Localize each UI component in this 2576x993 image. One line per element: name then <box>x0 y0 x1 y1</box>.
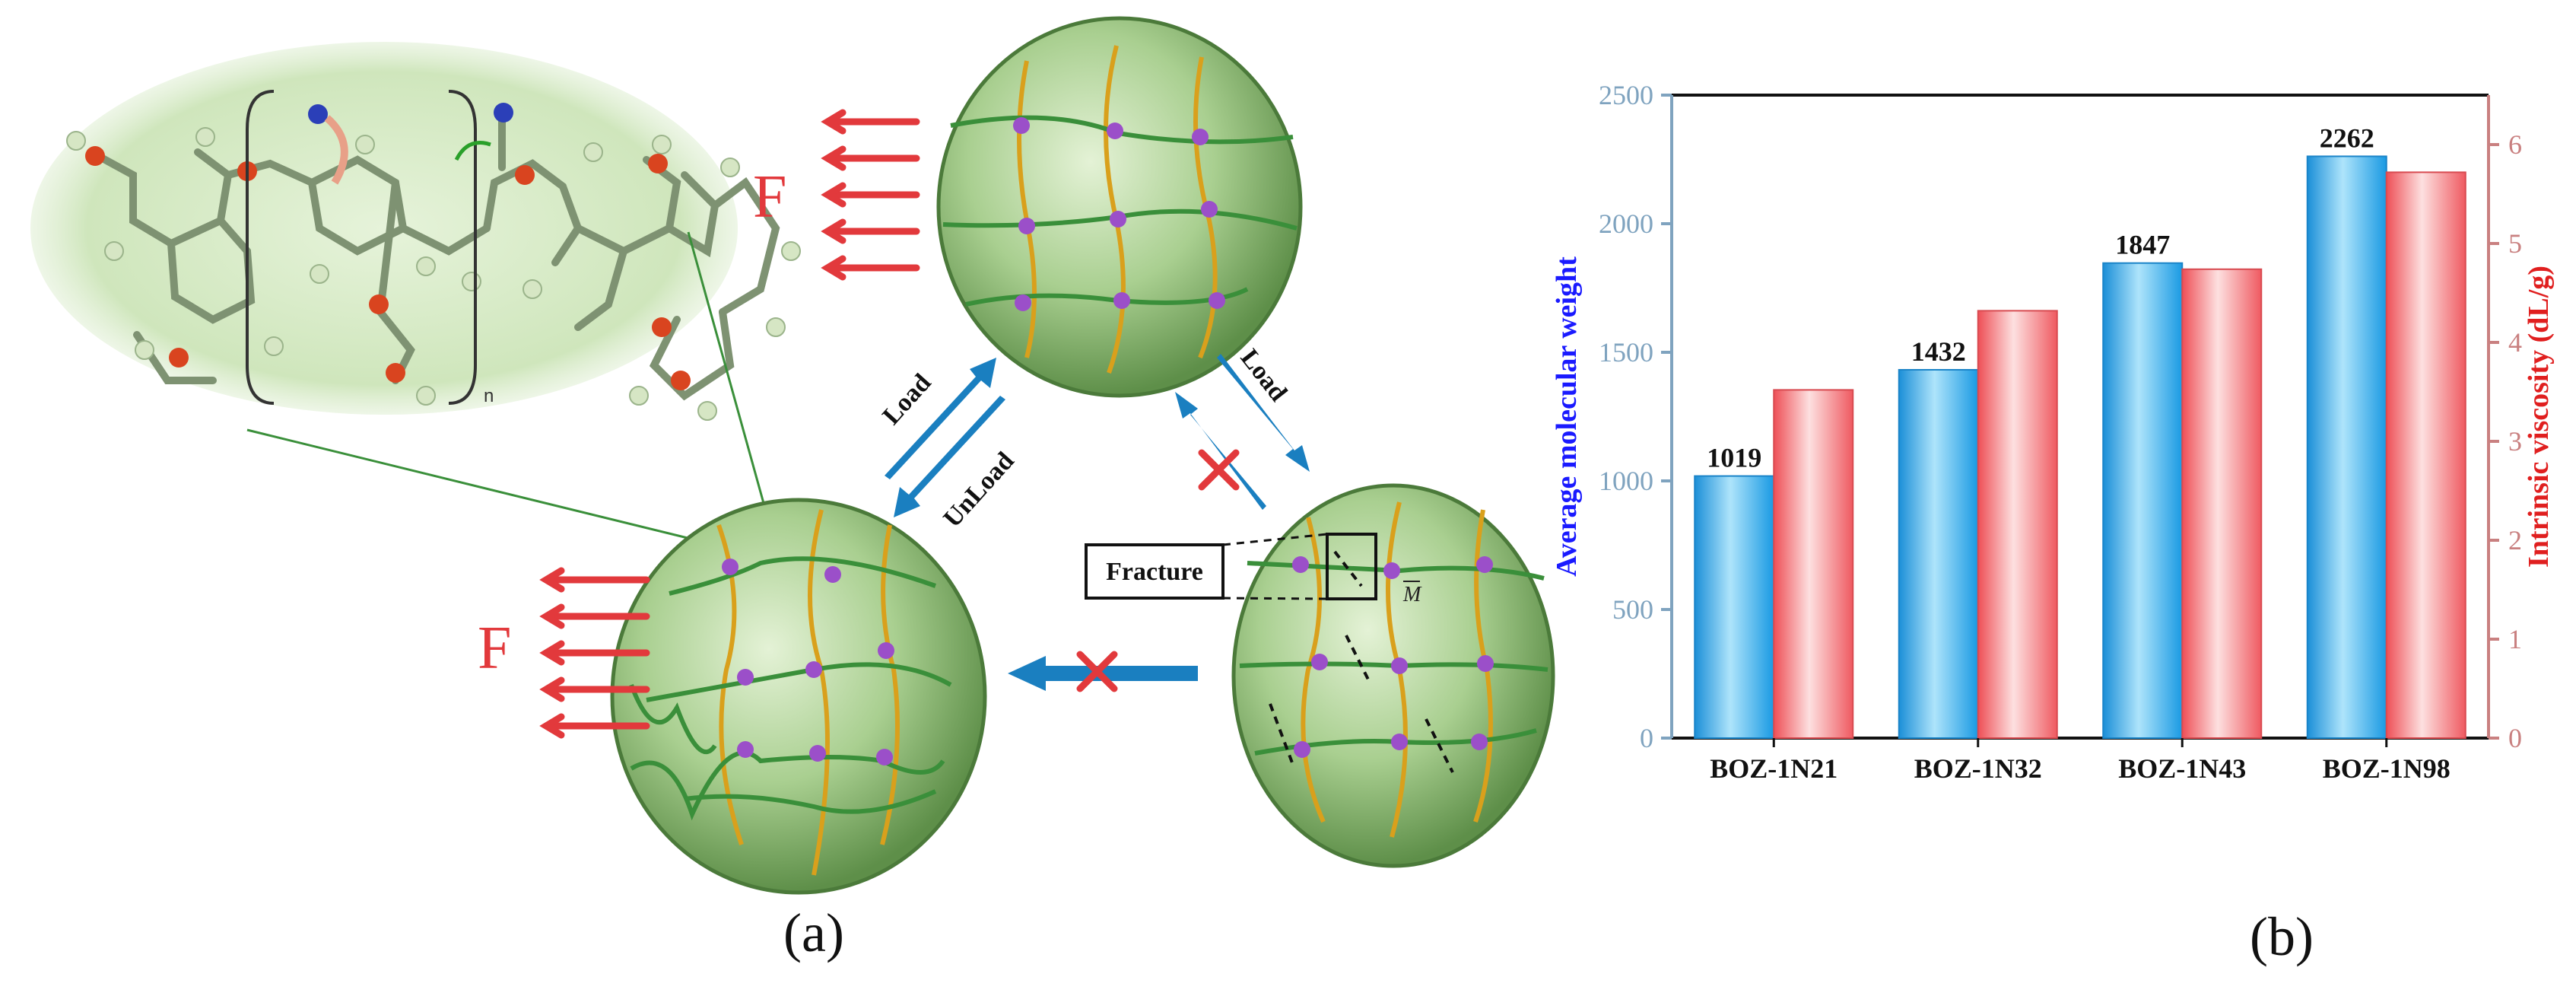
bar-intrinsic-viscosity <box>2181 268 2263 739</box>
y2-tick-label: 5 <box>2508 228 2522 259</box>
load-label-right: Load <box>1235 344 1293 406</box>
zoom-line <box>687 231 771 526</box>
force-label-top: F <box>753 164 787 231</box>
fracture-highlight-box <box>1326 533 1377 600</box>
bar-intrinsic-viscosity <box>1773 389 1854 740</box>
unload-label: UnLoad <box>938 447 1019 533</box>
molecule-hydrogens <box>66 127 801 421</box>
bar-data-label: 1847 <box>2115 230 2170 260</box>
bar-data-label: 1019 <box>1707 443 1761 473</box>
force-arrows-top <box>821 109 920 281</box>
x-tick-label: BOZ-1N21 <box>1710 753 1838 784</box>
m-label: M <box>1402 583 1422 606</box>
return-arrow-blocked <box>1008 651 1198 692</box>
blocked-cross-icon <box>1198 449 1240 491</box>
y2-tick-label: 2 <box>2508 525 2522 555</box>
y-tick-label: 1000 <box>1599 466 1653 496</box>
force-arrows-bottom <box>539 567 650 739</box>
y-tick-label: 2000 <box>1599 208 1653 239</box>
x-tick-label: BOZ-1N98 <box>2323 753 2451 784</box>
y-tick-label: 1500 <box>1599 337 1653 368</box>
bar-molecular-weight <box>2102 262 2184 739</box>
bar-molecular-weight <box>2306 155 2387 740</box>
molecule-oxygens <box>85 146 691 390</box>
y2-tick-label: 3 <box>2508 426 2522 457</box>
rotation-arrow-icon <box>324 115 348 185</box>
bar-chart: 1019 1432 1847 2262 0 500 1000 1500 2000 2500 0 1 2… <box>1551 80 2555 967</box>
bar-data-label: 1432 <box>1911 336 1966 367</box>
load-arrows-right <box>1175 354 1310 510</box>
fracture-marks <box>1269 550 1454 773</box>
x-tick-label: BOZ-1N32 <box>1914 753 2042 784</box>
bar-molecular-weight <box>1898 368 1979 739</box>
network-sphere-left <box>610 498 987 895</box>
molecule-nitrogens <box>308 103 513 124</box>
y2-axis-label: Intrinsic viscosity (dL/g) <box>2523 266 2555 568</box>
molecule-skeleton <box>87 110 780 401</box>
bar-intrinsic-viscosity <box>2385 171 2466 739</box>
y-tick-label: 2500 <box>1599 80 1653 110</box>
load-arrows-left <box>885 358 1005 517</box>
curl-arrow-icon <box>454 141 491 161</box>
force-label-bottom: F <box>478 615 512 682</box>
bar-molecular-weight <box>1694 475 1775 739</box>
y2-tick-label: 1 <box>2508 624 2522 654</box>
y-tick-label: 500 <box>1612 594 1653 625</box>
x-tick-label: BOZ-1N43 <box>2118 753 2246 784</box>
repeat-subscript: n <box>484 386 494 406</box>
bar-data-label: 2262 <box>2320 123 2374 153</box>
network-sphere-top <box>936 16 1303 398</box>
network-sphere-right: M <box>1231 483 1555 868</box>
y2-tick-label: 6 <box>2508 129 2522 160</box>
fracture-callout: Fracture <box>1085 533 1328 600</box>
y-axis-label: Average molecular weight <box>1551 256 1583 577</box>
repeat-bracket-right <box>448 90 477 405</box>
load-label-left: Load <box>877 368 936 430</box>
repeat-bracket-left <box>246 90 275 405</box>
molecule-structure: n <box>30 42 801 421</box>
panel-b-label: (b) <box>2250 906 2314 967</box>
zoom-line <box>246 428 735 551</box>
y-tick-label: 0 <box>1640 723 1653 753</box>
bar-intrinsic-viscosity <box>1977 310 2058 739</box>
panel-a: n <box>30 16 1555 963</box>
fracture-label: Fracture <box>1106 558 1203 586</box>
y2-tick-label: 0 <box>2508 723 2522 753</box>
y2-tick-label: 4 <box>2508 327 2522 358</box>
panel-a-label: (a) <box>783 902 844 963</box>
